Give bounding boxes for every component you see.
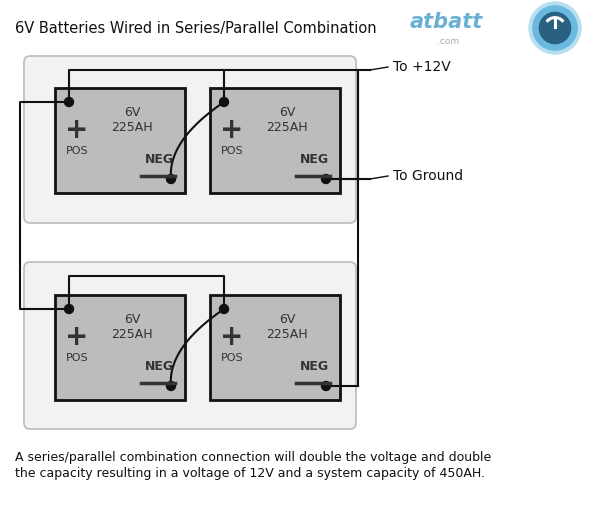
- Text: +: +: [65, 116, 89, 144]
- Text: atbatt: atbatt: [410, 12, 483, 32]
- Text: +: +: [65, 323, 89, 351]
- Text: 225AH: 225AH: [266, 121, 308, 134]
- Circle shape: [529, 2, 581, 54]
- Text: NEG: NEG: [299, 153, 329, 166]
- Text: NEG: NEG: [299, 360, 329, 373]
- Text: 225AH: 225AH: [266, 328, 308, 341]
- FancyBboxPatch shape: [24, 262, 356, 429]
- Circle shape: [65, 98, 74, 106]
- Text: NEG: NEG: [145, 153, 173, 166]
- Text: To Ground: To Ground: [393, 169, 463, 183]
- Bar: [210, 88, 340, 193]
- Text: 6V: 6V: [124, 313, 140, 326]
- Text: 225AH: 225AH: [111, 121, 153, 134]
- Circle shape: [65, 305, 74, 313]
- Text: A series/parallel combination connection will double the voltage and double: A series/parallel combination connection…: [15, 451, 491, 464]
- Text: the capacity resulting in a voltage of 12V and a system capacity of 450AH.: the capacity resulting in a voltage of 1…: [15, 467, 485, 480]
- Circle shape: [322, 381, 331, 390]
- Text: NEG: NEG: [145, 360, 173, 373]
- Text: To +12V: To +12V: [393, 60, 451, 74]
- Text: 225AH: 225AH: [111, 328, 153, 341]
- Text: .com: .com: [437, 37, 459, 47]
- Circle shape: [167, 174, 176, 184]
- Text: 6V Batteries Wired in Series/Parallel Combination: 6V Batteries Wired in Series/Parallel Co…: [15, 20, 377, 35]
- Bar: [55, 295, 185, 400]
- Text: +: +: [220, 323, 244, 351]
- Text: 6V: 6V: [279, 313, 295, 326]
- Bar: [55, 88, 185, 193]
- Text: 6V: 6V: [279, 106, 295, 119]
- Text: POS: POS: [65, 146, 88, 156]
- Circle shape: [167, 381, 176, 390]
- Circle shape: [533, 6, 577, 50]
- Circle shape: [539, 12, 571, 44]
- Text: 6V: 6V: [124, 106, 140, 119]
- Circle shape: [220, 98, 229, 106]
- Text: POS: POS: [221, 353, 244, 363]
- Bar: [210, 295, 340, 400]
- FancyBboxPatch shape: [24, 56, 356, 223]
- Text: POS: POS: [65, 353, 88, 363]
- Text: +: +: [220, 116, 244, 144]
- Circle shape: [322, 174, 331, 184]
- Text: POS: POS: [221, 146, 244, 156]
- Circle shape: [220, 305, 229, 313]
